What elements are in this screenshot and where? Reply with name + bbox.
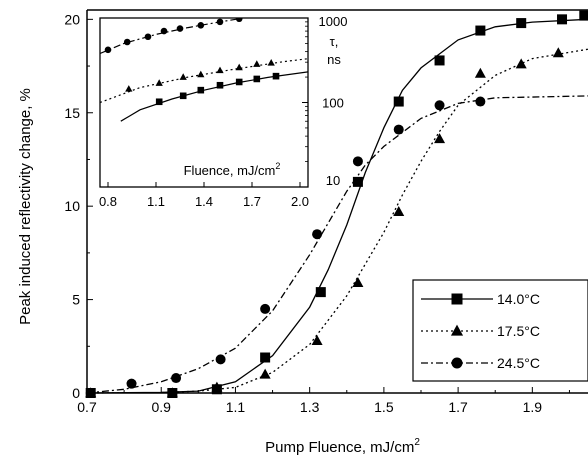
inset-series-group [100, 18, 308, 122]
main-series-line-2 [86, 95, 588, 394]
main-data-point [434, 133, 446, 144]
main-data-point [579, 10, 588, 21]
inset-data-point [104, 46, 112, 54]
main-data-point [260, 303, 271, 314]
legend-label-2: 24.5°C [497, 355, 540, 371]
inset-x-axis-label-sup: 2 [275, 161, 280, 171]
legend-label-0: 14.0°C [497, 291, 540, 307]
inset-data-point [216, 81, 224, 89]
inset-series-line-1 [100, 58, 308, 104]
main-data-point [393, 124, 404, 135]
main-y-tick-label: 15 [64, 105, 80, 121]
main-data-point [315, 287, 326, 298]
main-data-point [85, 388, 96, 398]
inset-x-axis-label: Fluence, mJ/cm2 [184, 161, 281, 178]
inset-data-point [197, 21, 205, 29]
main-data-point [311, 334, 323, 345]
inset-y-axis-label-unit: ns [327, 52, 341, 67]
inset-x-tick-label: 0.8 [99, 194, 117, 209]
inset-data-point [253, 60, 261, 67]
inset-x-tick-label: 1.4 [195, 194, 213, 209]
inset-data-point [235, 78, 243, 86]
inset-series-line-0 [100, 18, 245, 55]
main-plot: 0 5 10 15 20 0.7 0.9 1.1 1.3 1.5 1.7 1.9 Pump Fluenc… [17, 9, 588, 456]
legend-label-1: 17.5°C [497, 323, 540, 339]
inset-x-tick-label: 2.0 [291, 194, 309, 209]
main-data-point [352, 156, 363, 167]
inset-data-point [216, 18, 224, 26]
inset-data-point [253, 75, 261, 83]
main-data-point [259, 368, 271, 379]
main-y-tick-label: 10 [64, 198, 80, 214]
main-data-point [434, 100, 445, 111]
main-data-point [126, 378, 137, 389]
main-y-tick-label: 5 [72, 292, 80, 308]
inset-x-tick-label: 1.1 [147, 194, 165, 209]
main-data-point [352, 176, 363, 187]
main-x-tick-label: 1.7 [448, 399, 468, 415]
inset-x-tick-label: 1.7 [243, 194, 261, 209]
inset-data-point [155, 79, 163, 86]
main-x-axis-label-sup: 2 [414, 437, 420, 448]
main-data-point [516, 18, 527, 29]
main-data-point [552, 47, 564, 58]
inset-data-point [123, 38, 131, 46]
inset-data-point [176, 25, 184, 32]
main-y-tick-label: 20 [64, 11, 80, 27]
main-data-point [171, 373, 182, 384]
inset-data-point [144, 33, 152, 41]
main-series-line-1 [86, 48, 588, 394]
main-data-point [352, 277, 364, 288]
main-x-tick-label: 1.1 [226, 399, 246, 415]
main-data-point [166, 387, 178, 398]
legend-marker-0 [451, 293, 463, 305]
main-x-tick-label: 1.3 [300, 399, 320, 415]
legend-marker-2 [451, 357, 463, 369]
main-data-point [211, 381, 223, 392]
main-x-tick-label: 1.9 [523, 399, 543, 415]
main-y-axis-label: Peak induced reflectivity change, % [17, 88, 34, 325]
main-data-point [434, 55, 445, 66]
inset-data-point [197, 86, 205, 94]
main-data-point [515, 58, 527, 69]
main-data-point [312, 229, 323, 240]
main-data-point [393, 206, 405, 217]
inset-y-tick-label: 100 [322, 96, 344, 111]
inset-data-point [235, 18, 243, 23]
inset-data-point [197, 70, 205, 78]
inset-data-point [267, 59, 275, 66]
main-data-point [475, 25, 486, 36]
main-data-point [474, 67, 486, 78]
inset-data-point [155, 98, 163, 106]
inset-y-tick-label: 10 [326, 173, 340, 188]
main-x-tick-label: 0.9 [151, 399, 171, 415]
inset-data-point [160, 27, 168, 35]
main-y-tick-label: 0 [72, 385, 80, 401]
inset-frame [99, 17, 309, 188]
main-x-tick-label: 0.7 [77, 399, 97, 415]
main-data-point [260, 352, 271, 363]
inset-data-point [235, 63, 243, 71]
main-data-point [393, 96, 404, 107]
legend-marker-1 [450, 324, 464, 336]
inset-data-point [216, 66, 224, 74]
inset-plot: 0.8 1.1 1.4 1.7 2.0 10 100 1000 τ, ns Fluence, mJ/… [99, 14, 348, 209]
inset-data-point [272, 72, 280, 80]
inset-data-point [179, 73, 187, 80]
main-data-point [557, 14, 568, 25]
main-x-axis-label: Pump Fluence, mJ/cm2 [265, 437, 420, 456]
main-x-tick-label: 1.5 [374, 399, 394, 415]
main-data-point [215, 354, 226, 365]
inset-y-tick-label: 1000 [319, 14, 348, 29]
inset-data-point [125, 85, 133, 92]
main-data-point [475, 96, 486, 107]
inset-y-axis-label-tau: τ, [330, 34, 339, 49]
inset-data-point [179, 92, 187, 100]
